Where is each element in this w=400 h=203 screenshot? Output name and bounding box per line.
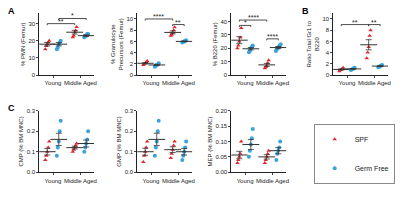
svg-text:CMP (% BM MNC): CMP (% BM MNC) (18, 116, 24, 166)
svg-text:2: 2 (130, 61, 134, 67)
svg-text:Germ Free: Germ Free (355, 165, 389, 172)
svg-text:10: 10 (220, 59, 227, 65)
svg-text:0.0: 0.0 (125, 169, 134, 175)
svg-text:20: 20 (28, 38, 35, 44)
svg-text:Young: Young (45, 178, 62, 184)
svg-text:0: 0 (130, 72, 134, 78)
svg-text:****: **** (153, 13, 164, 20)
svg-text:30: 30 (220, 32, 227, 38)
svg-text:Young: Young (143, 178, 160, 184)
svg-text:10: 10 (28, 55, 35, 61)
svg-text:0.2: 0.2 (27, 128, 36, 134)
svg-text:*: * (244, 19, 247, 26)
svg-text:**: ** (352, 19, 358, 26)
svg-text:Middle Aged: Middle Aged (64, 80, 97, 86)
svg-text:0.3: 0.3 (27, 108, 36, 114)
svg-text:% B220 (Femur): % B220 (Femur) (212, 22, 218, 66)
svg-text:Middle Aged: Middle Aged (256, 80, 289, 86)
svg-text:Ratio Total Gr1 toB220: Ratio Total Gr1 toB220 (306, 20, 320, 67)
svg-text:8: 8 (326, 27, 330, 33)
svg-text:Middle Aged: Middle Aged (256, 178, 289, 184)
svg-text:0: 0 (224, 72, 228, 78)
svg-text:0.3: 0.3 (125, 108, 134, 114)
svg-text:MEP (% BM MNC): MEP (% BM MNC) (207, 116, 213, 166)
svg-text:Young: Young (143, 80, 160, 86)
svg-text:Middle Aged: Middle Aged (162, 80, 195, 86)
svg-text:**: ** (371, 19, 377, 26)
svg-text:*: * (71, 12, 74, 19)
svg-text:30: 30 (28, 21, 35, 27)
svg-text:6: 6 (130, 39, 134, 45)
svg-text:Middle Aged: Middle Aged (358, 80, 391, 86)
svg-text:0: 0 (32, 72, 36, 78)
svg-text:20: 20 (220, 45, 227, 51)
svg-text:0.20: 0.20 (215, 108, 227, 114)
svg-text:Young: Young (45, 80, 62, 86)
svg-text:0.05: 0.05 (215, 154, 227, 160)
svg-text:0: 0 (326, 72, 330, 78)
svg-text:% PMN (Femur): % PMN (Femur) (20, 23, 26, 66)
svg-text:0.1: 0.1 (125, 149, 134, 155)
svg-text:Middle Aged: Middle Aged (64, 178, 97, 184)
svg-text:4: 4 (130, 50, 134, 56)
svg-text:**: ** (175, 19, 181, 26)
svg-text:**: ** (58, 18, 64, 25)
svg-text:SPF: SPF (355, 136, 369, 143)
svg-text:0.1: 0.1 (27, 149, 36, 155)
svg-text:Young: Young (237, 80, 254, 86)
svg-text:0.2: 0.2 (125, 128, 134, 134)
svg-text:GMP (% BM MNC): GMP (% BM MNC) (116, 116, 122, 167)
svg-text:****: **** (248, 14, 259, 21)
svg-text:10: 10 (322, 16, 329, 22)
svg-text:2: 2 (326, 61, 330, 67)
svg-text:0.00: 0.00 (215, 169, 227, 175)
svg-text:% GranulocytePrecursors (Femur: % GranulocytePrecursors (Femur) (110, 18, 124, 70)
svg-text:6: 6 (326, 39, 330, 45)
svg-text:Middle Aged: Middle Aged (162, 178, 195, 184)
svg-text:4: 4 (326, 50, 330, 56)
svg-text:0.15: 0.15 (215, 123, 227, 129)
svg-text:Young: Young (237, 178, 254, 184)
svg-text:Young: Young (339, 80, 356, 86)
svg-text:8: 8 (130, 27, 134, 33)
svg-text:0.0: 0.0 (27, 169, 36, 175)
svg-text:****: **** (267, 33, 278, 40)
svg-text:A: A (8, 6, 15, 16)
svg-text:40: 40 (220, 19, 227, 25)
svg-text:10: 10 (126, 16, 133, 22)
svg-text:B: B (302, 6, 309, 16)
svg-text:0.10: 0.10 (215, 139, 227, 145)
svg-text:C: C (8, 103, 15, 113)
